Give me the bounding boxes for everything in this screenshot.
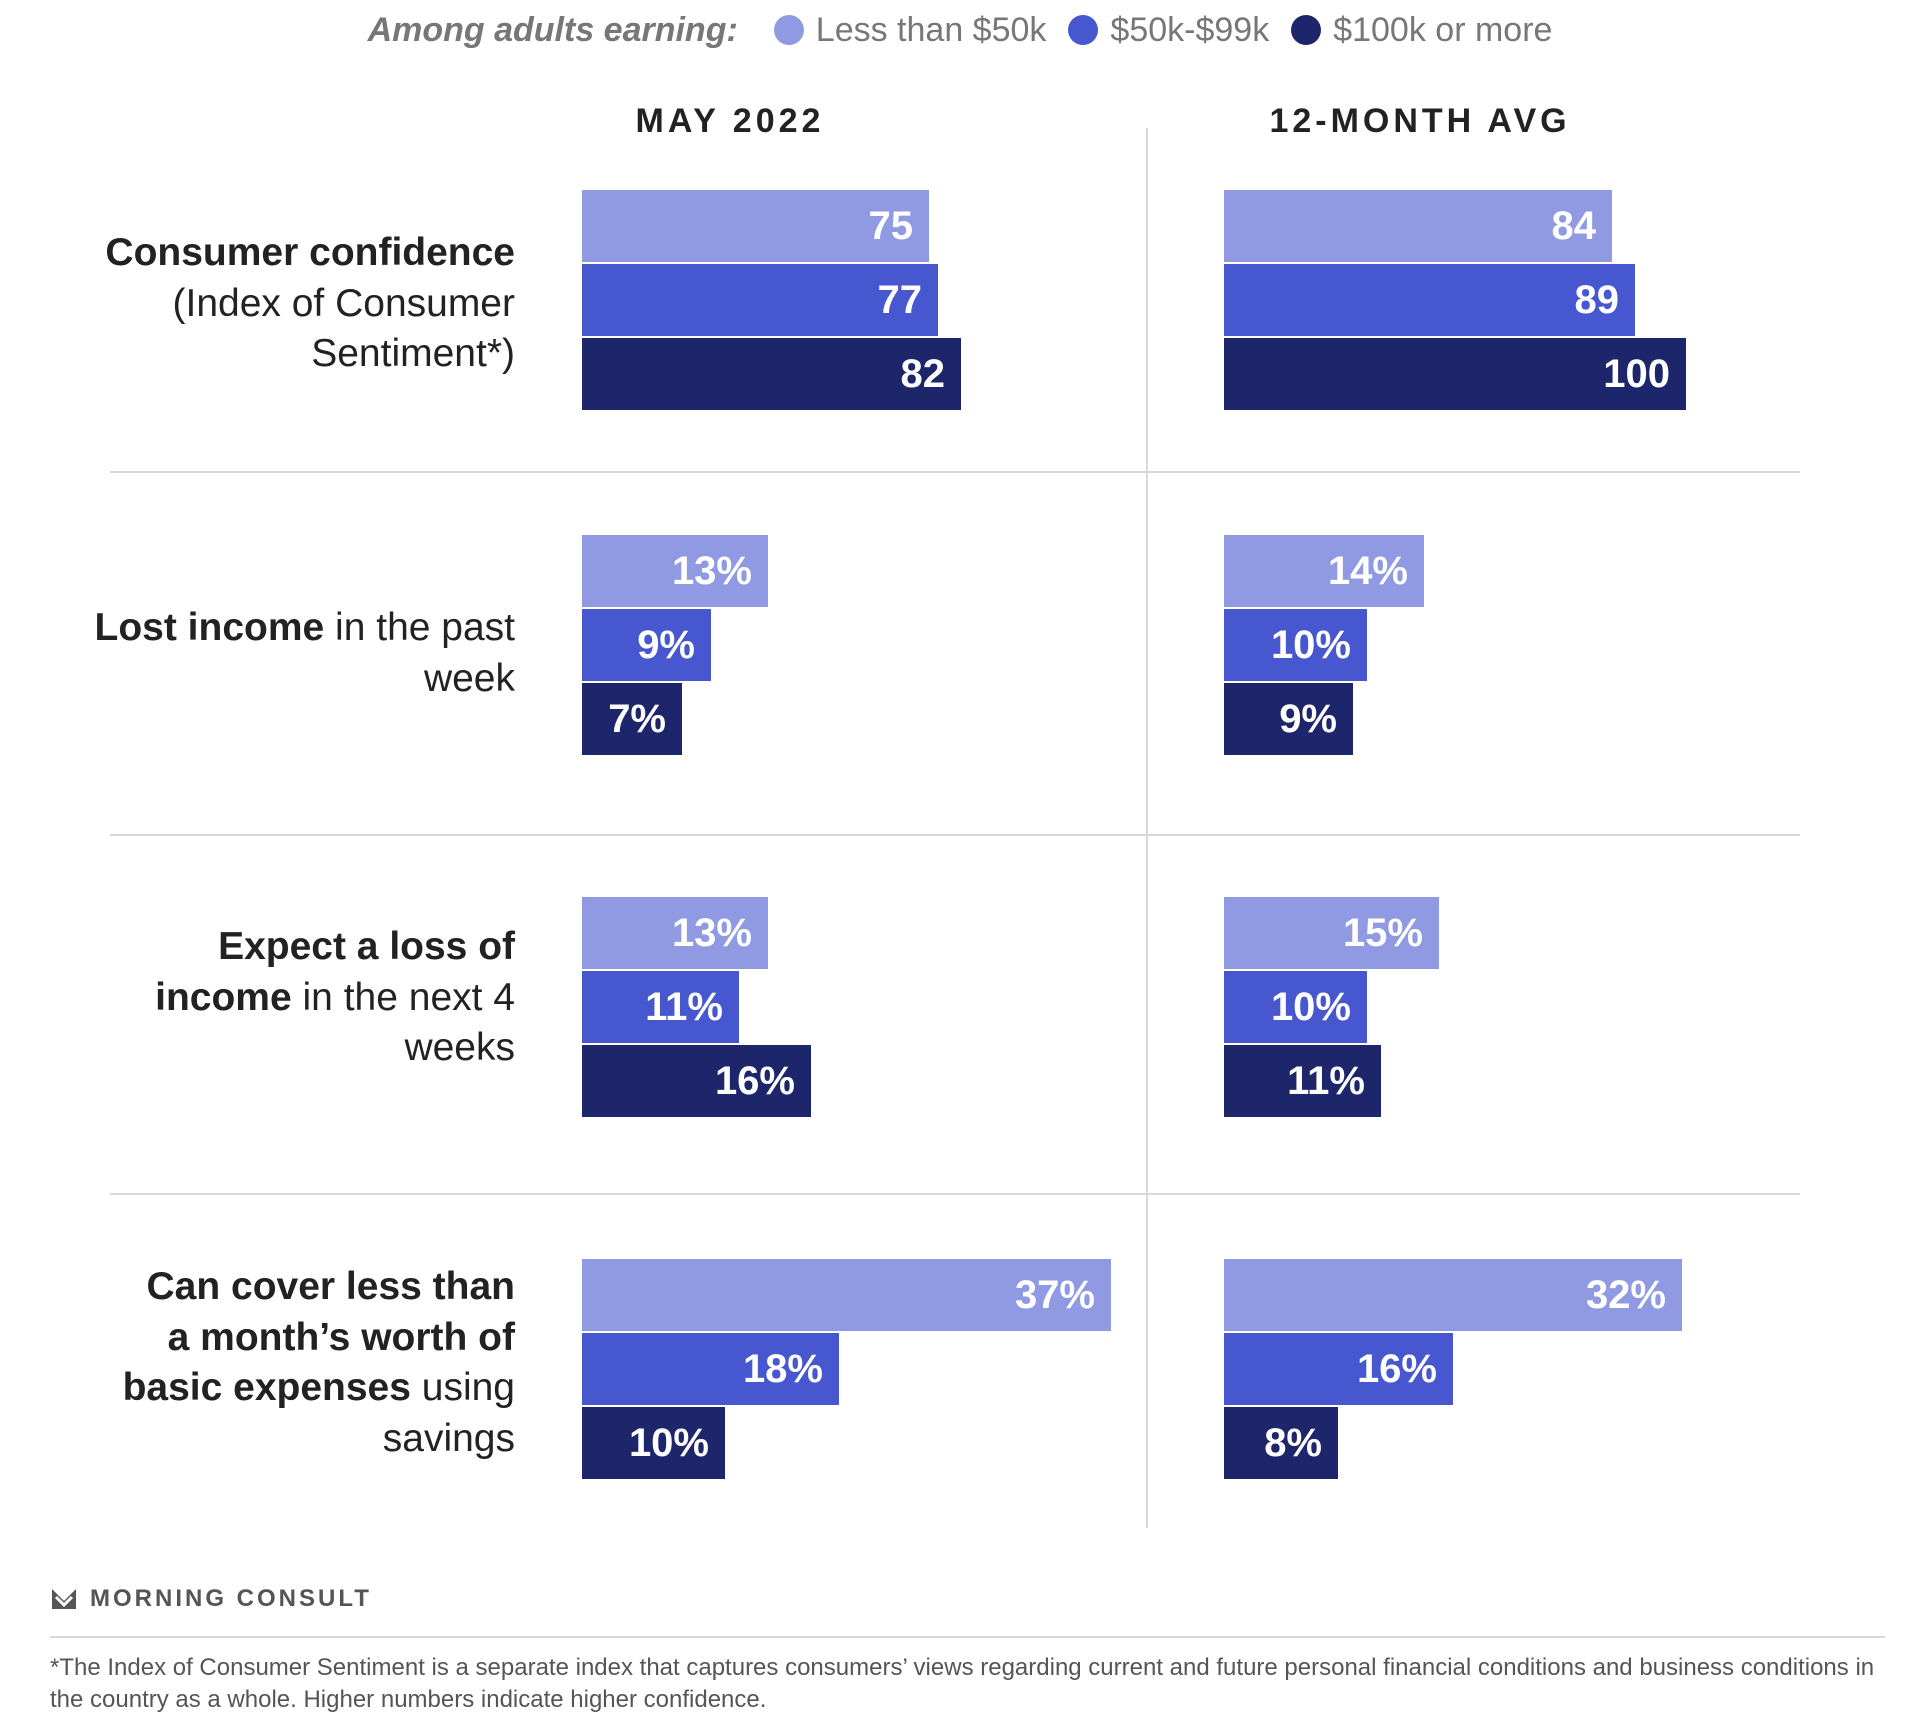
bar-100k-or-more: 7% xyxy=(582,683,682,755)
bar-value-label: 13% xyxy=(671,548,752,593)
bar-50k-99k: 89 xyxy=(1224,264,1635,336)
legend-label: $50k-$99k xyxy=(1110,10,1270,49)
bar-value-label: 15% xyxy=(1342,910,1423,955)
bar-value-label: 11% xyxy=(1287,1058,1365,1103)
bar-value-label: 8% xyxy=(1264,1420,1322,1465)
bar-less-than-50k: 75 xyxy=(582,190,929,262)
bar-100k-or-more: 16% xyxy=(582,1045,811,1117)
bar-100k-or-more: 100 xyxy=(1224,338,1686,410)
legend: Among adults earning: Less than $50k $50… xyxy=(0,0,1920,60)
bar-value-label: 10% xyxy=(1270,622,1351,667)
bar-less-than-50k: 37% xyxy=(582,1259,1111,1331)
bar-value-label: 10% xyxy=(1270,984,1351,1029)
bar-50k-99k: 11% xyxy=(582,971,739,1043)
bar-value-label: 9% xyxy=(1279,696,1337,741)
row-label-rest: in the next 4 weeks xyxy=(291,975,516,1070)
bar-100k-or-more: 10% xyxy=(582,1407,725,1479)
row-label-rest: (Index of Consumer Sentiment*) xyxy=(172,281,516,376)
legend-dot-icon xyxy=(773,15,804,45)
bar-value-label: 9% xyxy=(637,622,695,667)
bar-value-label: 89 xyxy=(1574,277,1620,322)
row-divider xyxy=(110,1193,1800,1195)
row-label-bold: Can cover less than a month’s worth of b… xyxy=(122,1265,515,1410)
row-label-rest: in the past week xyxy=(324,606,515,700)
row-label-bold: Lost income xyxy=(94,606,325,649)
bar-50k-99k: 18% xyxy=(582,1333,839,1405)
bar-less-than-50k: 13% xyxy=(582,535,768,607)
bar-value-label: 10% xyxy=(628,1420,709,1465)
bar-value-label: 75 xyxy=(868,203,914,248)
bar-value-label: 7% xyxy=(608,696,666,741)
bar-100k-or-more: 9% xyxy=(1224,683,1353,755)
row-label-expect-loss: Expect a loss of income in the next 4 we… xyxy=(140,922,515,1074)
bar-value-label: 11% xyxy=(645,984,723,1029)
bar-50k-99k: 9% xyxy=(582,609,711,681)
bar-value-label: 18% xyxy=(742,1346,823,1391)
bar-value-label: 14% xyxy=(1327,548,1408,593)
legend-dot-icon xyxy=(1291,15,1322,45)
bar-50k-99k: 10% xyxy=(1224,609,1367,681)
bar-value-label: 13% xyxy=(671,910,752,955)
legend-lead: Among adults earning: xyxy=(367,10,738,49)
bar-value-label: 37% xyxy=(1014,1272,1095,1317)
bar-50k-99k: 10% xyxy=(1224,971,1367,1043)
column-header-12-month-avg: 12-MONTH AVG xyxy=(1269,102,1571,140)
legend-dot-icon xyxy=(1068,15,1099,45)
bar-less-than-50k: 14% xyxy=(1224,535,1424,607)
bar-value-label: 16% xyxy=(714,1058,795,1103)
row-label-bold: Expect a loss of income xyxy=(155,925,515,1019)
panel-divider xyxy=(1146,128,1148,1528)
bar-value-label: 84 xyxy=(1551,203,1597,248)
bar-value-label: 82 xyxy=(900,351,946,396)
footnote: *The Index of Consumer Sentiment is a se… xyxy=(50,1654,1875,1714)
bar-value-label: 16% xyxy=(1356,1346,1437,1391)
row-label-rest: using savings xyxy=(382,1366,515,1461)
legend-item-high: $100k or more xyxy=(1291,11,1552,50)
bar-50k-99k: 16% xyxy=(1224,1333,1453,1405)
bar-value-label: 32% xyxy=(1585,1272,1666,1317)
row-label-lost-income: Lost income in the past week xyxy=(40,603,516,704)
bar-50k-99k: 77 xyxy=(582,264,938,336)
row-label-consumer-confidence: Consumer confidence (Index of Consumer S… xyxy=(40,228,515,380)
row-divider xyxy=(110,834,1800,836)
morning-consult-logo-icon xyxy=(52,1589,76,1609)
legend-item-mid: $50k-$99k xyxy=(1068,11,1269,50)
legend-label: Less than $50k xyxy=(815,10,1047,49)
bar-less-than-50k: 32% xyxy=(1224,1259,1682,1331)
bar-value-label: 100 xyxy=(1603,351,1670,396)
row-divider xyxy=(110,471,1800,473)
column-header-may-2022: MAY 2022 xyxy=(635,102,825,140)
legend-label: $100k or more xyxy=(1333,10,1553,49)
row-label-cover-expenses: Can cover less than a month’s worth of b… xyxy=(115,1262,515,1465)
bar-value-label: 77 xyxy=(877,277,923,322)
row-label-bold: Consumer confidence xyxy=(105,231,515,274)
bar-100k-or-more: 11% xyxy=(1224,1045,1381,1117)
bar-100k-or-more: 8% xyxy=(1224,1407,1338,1479)
brand-name: MORNING CONSULT xyxy=(90,1585,372,1612)
bar-less-than-50k: 15% xyxy=(1224,897,1439,969)
footer-divider xyxy=(50,1636,1885,1638)
bar-100k-or-more: 82 xyxy=(582,338,961,410)
brand-logo: MORNING CONSULT xyxy=(50,1585,372,1613)
bar-less-than-50k: 84 xyxy=(1224,190,1612,262)
bar-less-than-50k: 13% xyxy=(582,897,768,969)
legend-item-low: Less than $50k xyxy=(773,10,1047,50)
